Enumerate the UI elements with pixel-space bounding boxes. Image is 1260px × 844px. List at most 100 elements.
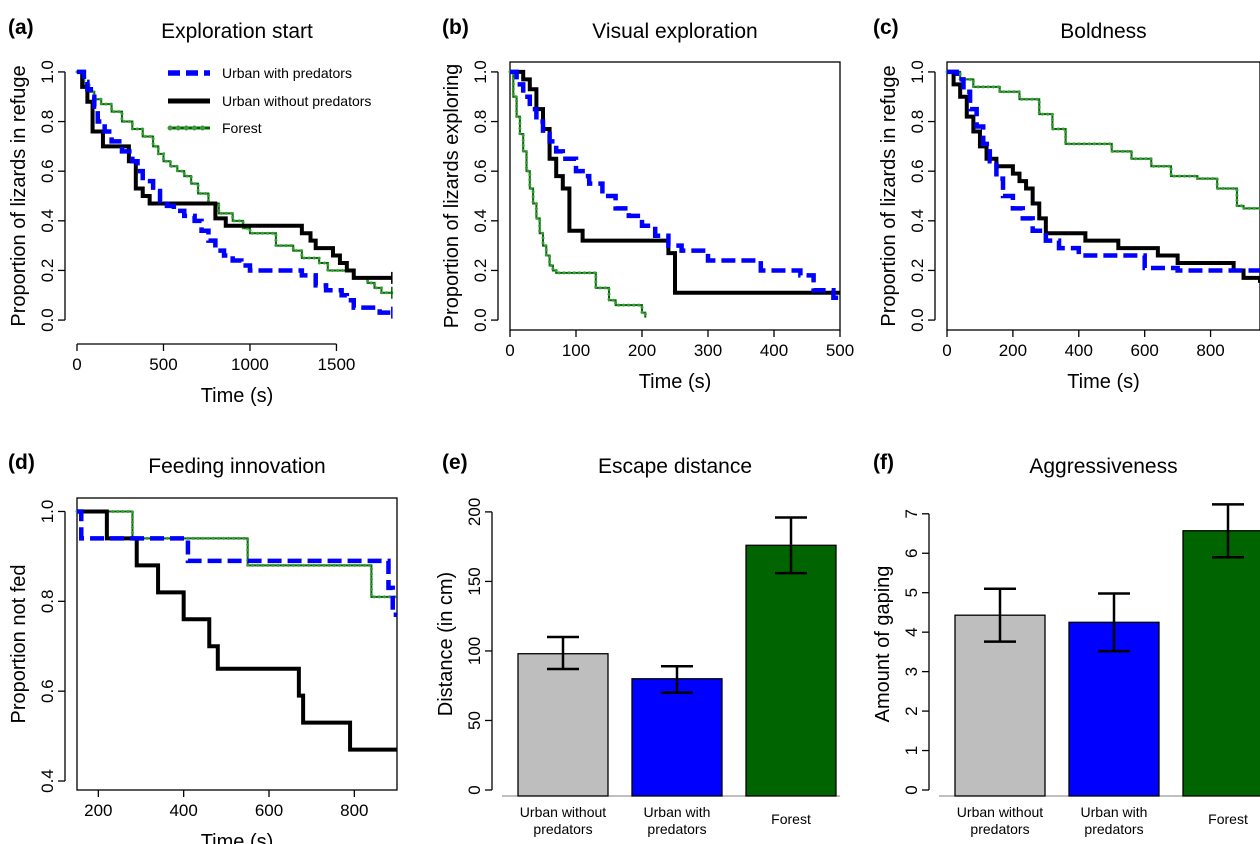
y-tick-label: 7 — [902, 509, 921, 518]
series-line-urban_with — [510, 69, 840, 300]
x-tick-label: 1000 — [231, 355, 269, 374]
x-tick-label: 200 — [628, 341, 656, 360]
y-tick-label: 0.4 — [38, 209, 57, 233]
y-tick-label: 1.0 — [38, 500, 57, 524]
y-tick-label: 0 — [902, 785, 921, 794]
y-tick-label: 50 — [465, 711, 484, 730]
panel-label: (c) — [873, 16, 899, 39]
x-tick-label: 300 — [694, 341, 722, 360]
y-tick-label: 0.8 — [38, 110, 57, 134]
y-tick-label: 0.6 — [471, 159, 490, 183]
category-label: predators — [647, 821, 706, 837]
y-tick-label: 0.4 — [38, 769, 57, 793]
y-tick-label: 1.0 — [471, 60, 490, 84]
x-axis-label: Time (s) — [639, 371, 712, 393]
panel-c: (c) Boldness 0.0 0.2 0.4 0.6 0.8 1.0 Proportion … — [873, 16, 1260, 393]
y-tick-label: 0.2 — [471, 259, 490, 283]
panel-e: (e) Escape distance 0 50 100 150 200 Distance (… — [435, 451, 840, 837]
y-tick-label: 150 — [465, 567, 484, 595]
y-tick-label: 0.6 — [38, 159, 57, 183]
panel-a: (a) Exploration start 0.0 0.2 0.4 0.6 0.8 1.0 Pr… — [8, 16, 394, 407]
y-tick-label: 100 — [465, 637, 484, 665]
panel-title: Exploration start — [161, 20, 313, 43]
y-tick-label: 1 — [902, 746, 921, 755]
panel-label: (d) — [8, 451, 35, 474]
x-tick-label: 400 — [760, 341, 788, 360]
bar — [631, 678, 723, 797]
x-tick-label: 0 — [72, 355, 81, 374]
bar — [517, 653, 609, 797]
x-tick-label: 400 — [1065, 341, 1093, 360]
y-tick-label: 3 — [902, 667, 921, 676]
legend: Urban with predators Urban without predat… — [167, 65, 371, 136]
x-tick-label: 1500 — [318, 355, 356, 374]
y-axis-label: Distance (in cm) — [435, 572, 457, 716]
y-tick-label: 0.0 — [908, 308, 927, 332]
x-tick-label: 200 — [999, 341, 1027, 360]
bar — [745, 544, 837, 797]
y-tick-label: 1.0 — [38, 60, 57, 84]
x-axis-label: Time (s) — [201, 385, 274, 407]
series-line-urban_without — [77, 509, 397, 752]
category-label: Forest — [1208, 811, 1248, 827]
y-tick-label: 0.4 — [471, 209, 490, 233]
series-line-urban_with — [947, 69, 1260, 273]
panel-label: (e) — [442, 451, 468, 474]
x-tick-label: 600 — [1130, 341, 1158, 360]
y-tick-label: 0.2 — [38, 259, 57, 283]
panel-b: (b) Visual exploration 0.0 0.2 0.4 0.6 0.8 1.0 P… — [441, 16, 854, 393]
x-tick-label: 800 — [340, 801, 368, 820]
bar — [954, 614, 1046, 797]
legend-label-urban_with: Urban with predators — [222, 65, 352, 81]
y-axis-label: Proportion of lizards in refuge — [878, 65, 900, 326]
series-dots-forest — [945, 70, 1260, 210]
y-tick-label: 0.8 — [471, 110, 490, 134]
panel-title: Escape distance — [598, 455, 752, 478]
y-tick-label: 0.8 — [908, 110, 927, 134]
category-label: Forest — [771, 811, 811, 827]
plot-frame — [946, 61, 1260, 331]
y-tick-label: 0.0 — [471, 308, 490, 332]
y-tick-label: 6 — [902, 549, 921, 558]
series-dots-forest — [508, 70, 647, 320]
y-tick-label: 0.6 — [908, 159, 927, 183]
series-line-forest — [510, 70, 647, 318]
legend-label-forest: Forest — [222, 120, 262, 136]
series-line-urban_without — [510, 69, 840, 295]
category-label: predators — [533, 821, 592, 837]
y-tick-label: 0.6 — [38, 679, 57, 703]
series-dots-forest — [75, 509, 399, 599]
category-label: Urban without — [520, 804, 606, 820]
y-tick-label: 0.0 — [38, 308, 57, 332]
panel-f: (f) Aggressiveness 0 1 2 3 4 5 6 7 Amount of gapin… — [872, 451, 1260, 837]
y-tick-label: 0.8 — [38, 590, 57, 614]
y-tick-label: 2 — [902, 706, 921, 715]
category-label: Urban with — [1081, 804, 1148, 820]
y-tick-label: 0 — [465, 785, 484, 794]
y-tick-label: 5 — [902, 588, 921, 597]
series-dots-forest — [75, 70, 394, 295]
panel-label: (a) — [8, 16, 34, 39]
category-label: Urban without — [957, 804, 1043, 820]
y-tick-label: 0.2 — [908, 259, 927, 283]
y-axis-label: Amount of gaping — [872, 566, 894, 723]
y-axis-label: Proportion of lizards in refuge — [8, 65, 30, 326]
category-label: predators — [970, 821, 1029, 837]
series-line-urban_with — [77, 69, 392, 315]
panel-title: Feeding innovation — [148, 455, 325, 478]
plot-frame — [76, 497, 398, 791]
x-tick-label: 0 — [505, 341, 514, 360]
x-tick-label: 0 — [942, 341, 951, 360]
plot-frame — [509, 61, 841, 331]
x-tick-label: 600 — [255, 801, 283, 820]
category-label: predators — [1084, 821, 1143, 837]
y-tick-label: 0.4 — [908, 209, 927, 233]
y-tick-label: 4 — [902, 627, 921, 636]
x-tick-label: 200 — [84, 801, 112, 820]
panel-title: Visual exploration — [592, 20, 757, 43]
y-tick-label: 200 — [465, 498, 484, 526]
series-line-urban_with — [77, 509, 397, 618]
panel-label: (b) — [442, 16, 469, 39]
x-axis-label: Time (s) — [201, 831, 274, 844]
